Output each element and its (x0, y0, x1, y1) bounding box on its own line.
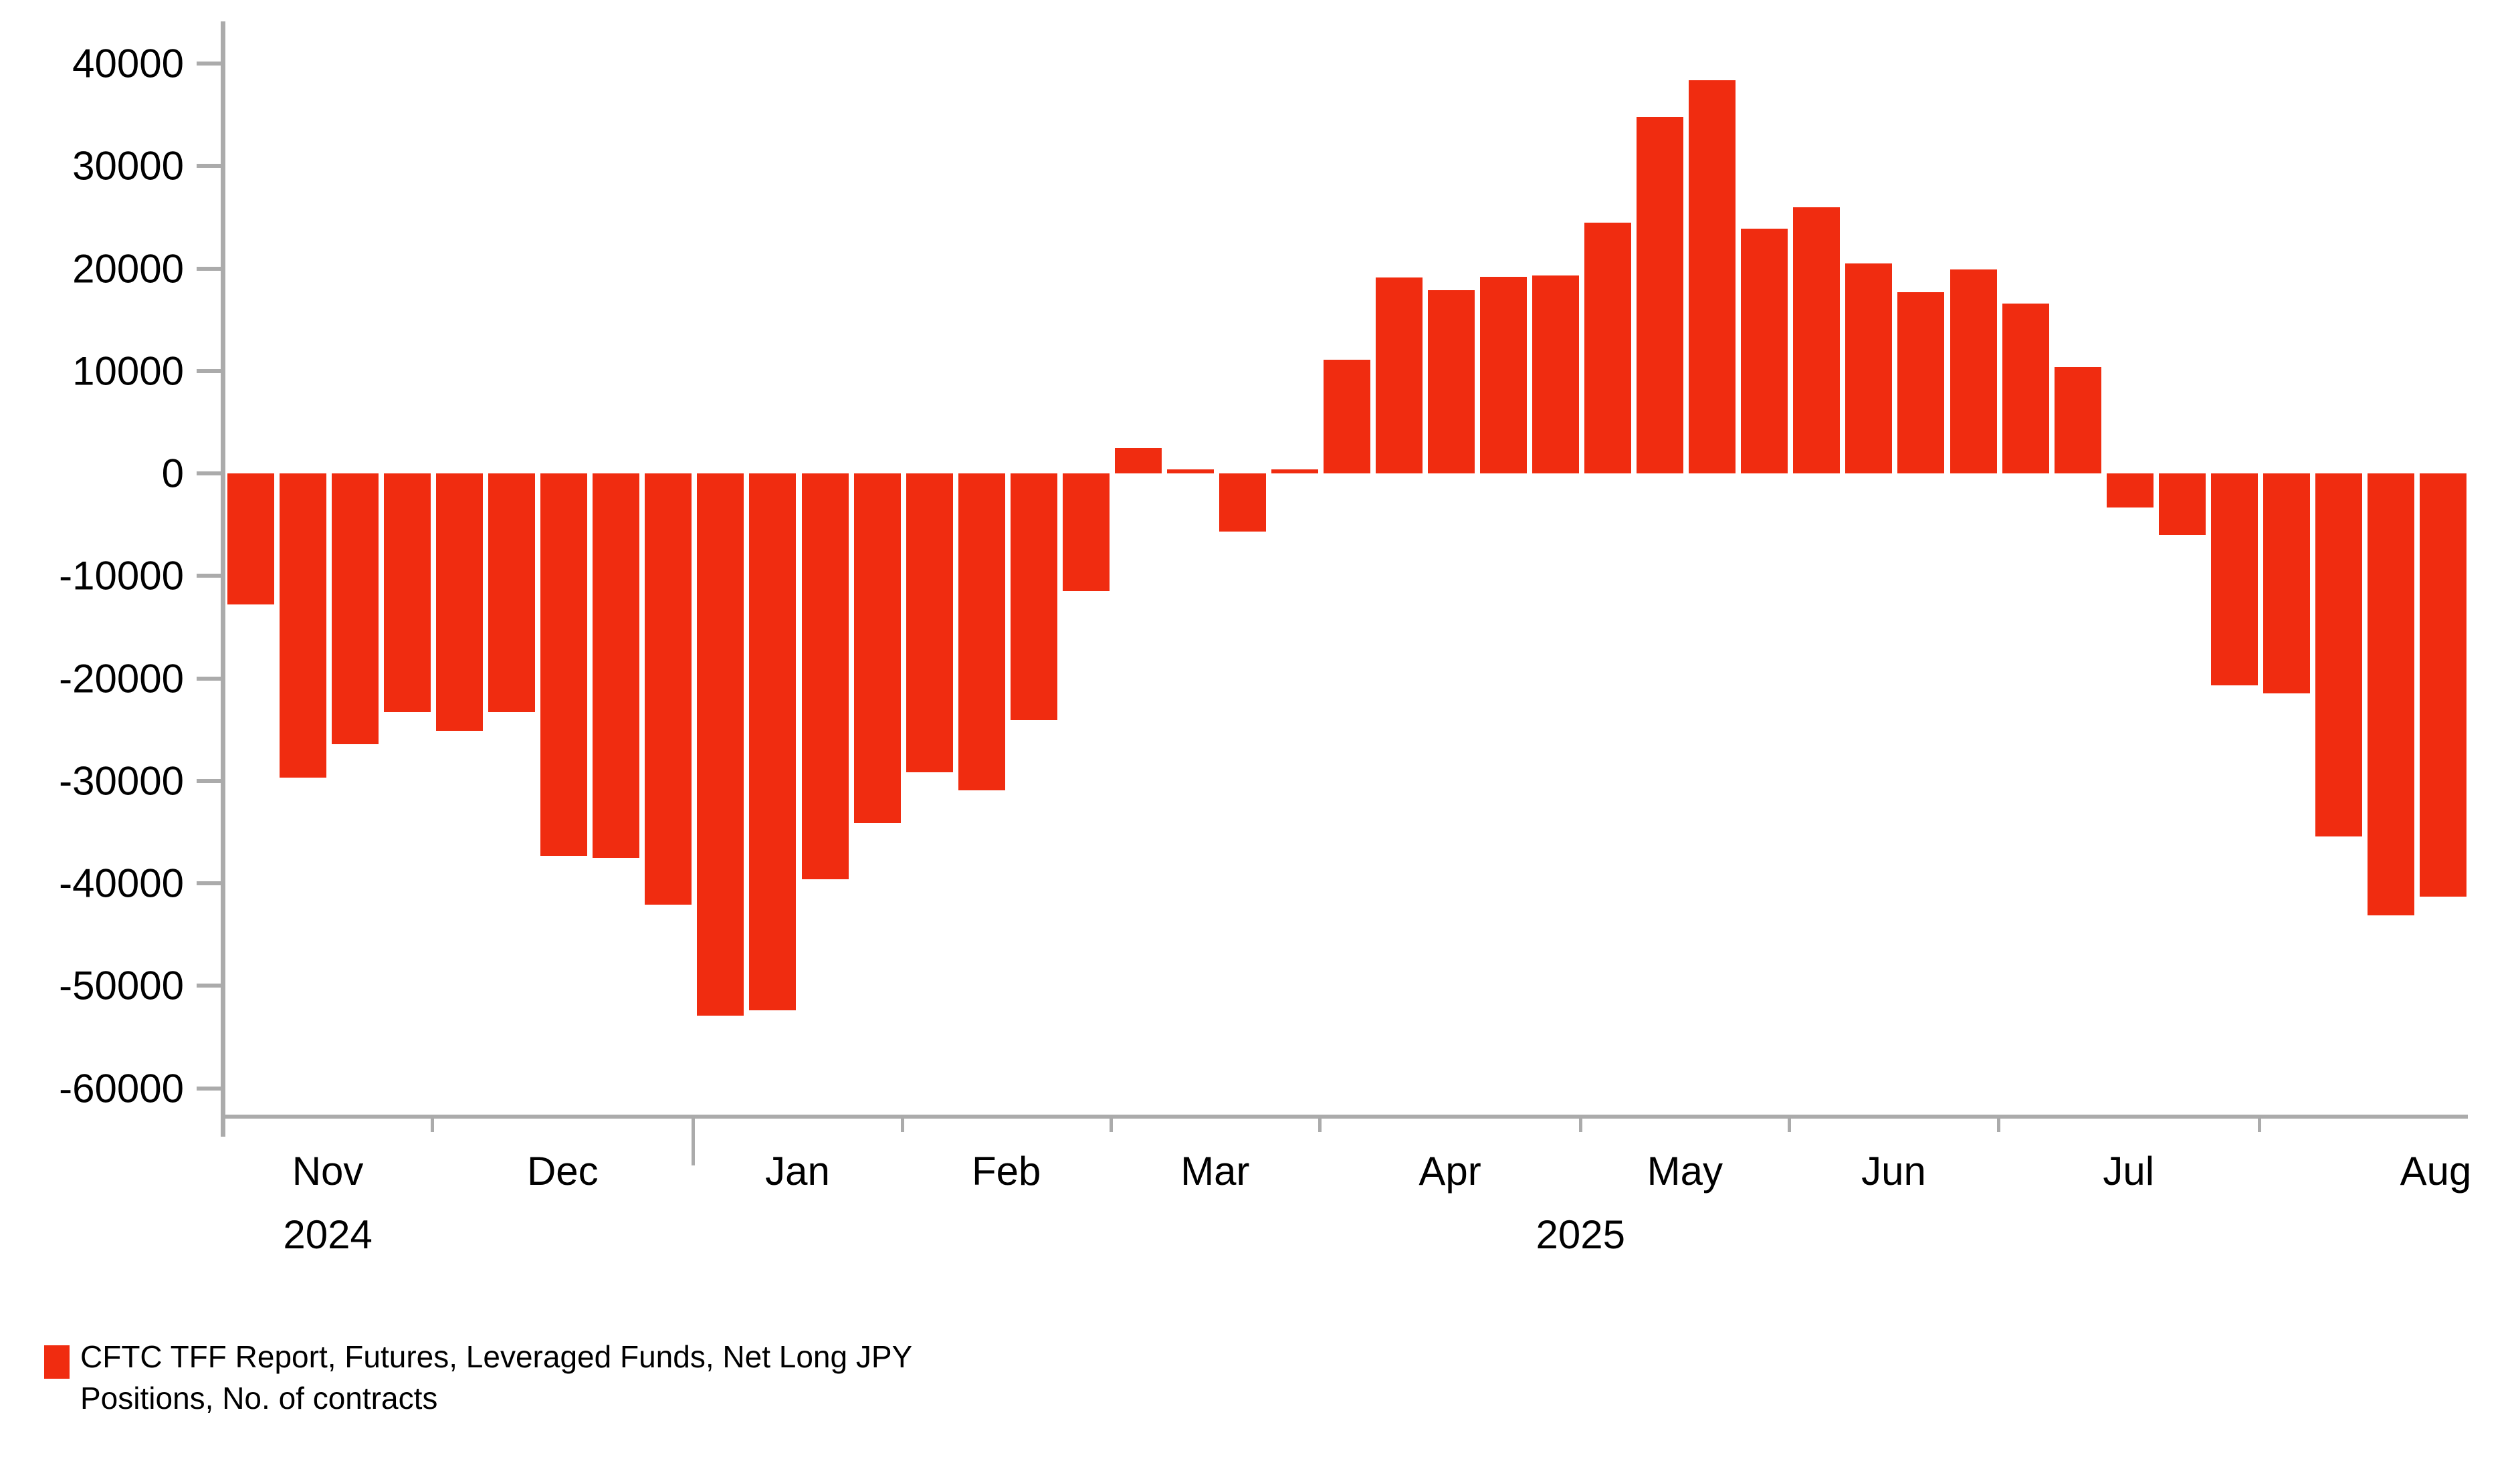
bar (1637, 116, 1684, 473)
bar (2106, 473, 2154, 507)
bar (1271, 469, 1318, 473)
bar (645, 473, 692, 905)
y-axis-tick-label: 20000 (72, 246, 184, 291)
y-axis-tick (197, 62, 221, 66)
y-axis-tick-label: -50000 (59, 963, 184, 1008)
bar (488, 473, 536, 713)
y-axis-tick-label: 10000 (72, 348, 184, 394)
x-axis-month-label: Nov (292, 1149, 364, 1194)
y-axis-tick (197, 471, 221, 475)
y-axis-tick-label: -10000 (59, 553, 184, 598)
x-axis-month-label: Dec (526, 1149, 599, 1194)
bar (593, 473, 640, 858)
x-axis-month-tick (1788, 1115, 1792, 1132)
bar (1584, 222, 1632, 473)
x-axis-month-tick (1109, 1115, 1113, 1132)
bar (2210, 473, 2258, 686)
y-axis-tick (197, 266, 221, 271)
bar (384, 473, 431, 713)
bar (540, 473, 588, 856)
x-axis-month-tick (1318, 1115, 1322, 1132)
bar (2002, 303, 2049, 473)
bar (1428, 290, 1475, 473)
bar (1845, 263, 1893, 473)
bar (2315, 473, 2362, 836)
x-axis-month-label: Mar (1180, 1149, 1250, 1194)
x-axis-year-label: 2025 (1536, 1212, 1625, 1257)
x-axis-month-tick (1579, 1115, 1583, 1132)
y-axis-tick (197, 1086, 221, 1091)
bar (1480, 276, 1528, 473)
y-axis-tick (197, 984, 221, 988)
bar (1532, 275, 1580, 473)
bar (2263, 473, 2310, 694)
x-axis-month-label: Jun (1861, 1149, 1926, 1194)
bar (1219, 473, 1266, 532)
y-axis-tick (197, 881, 221, 885)
x-axis-month-tick (692, 1115, 696, 1165)
bar (1062, 473, 1110, 592)
y-axis-tick-label: 30000 (72, 143, 184, 189)
bar (906, 473, 953, 773)
bar (1689, 80, 1736, 473)
y-axis-tick (197, 778, 221, 783)
y-axis-tick (197, 368, 221, 373)
x-axis-month-label: Jan (765, 1149, 830, 1194)
y-axis-tick-label: 0 (161, 451, 184, 496)
y-axis-line (221, 21, 225, 1137)
bar (227, 473, 274, 605)
legend-label-line2: Positions, No. of contracts (80, 1381, 438, 1416)
legend-label-line1: CFTC TFF Report, Futures, Leveraged Fund… (80, 1339, 913, 1374)
y-axis-tick (197, 164, 221, 168)
bar (1323, 359, 1370, 473)
y-axis-tick-label: -40000 (59, 861, 184, 906)
x-axis-month-tick (1996, 1115, 2000, 1132)
x-axis-month-label: Apr (1419, 1149, 1481, 1194)
y-axis-tick-label: -30000 (59, 758, 184, 804)
bar (853, 473, 901, 823)
y-axis-tick-label: 40000 (72, 41, 184, 86)
bar (1376, 277, 1423, 473)
bar (1950, 269, 1997, 473)
y-axis-tick (197, 574, 221, 578)
x-axis-line (221, 1115, 2468, 1119)
x-axis-month-tick (431, 1115, 435, 1132)
bar (2054, 366, 2101, 473)
bar (1114, 447, 1162, 473)
y-axis-tick-label: -60000 (59, 1066, 184, 1111)
bar (2367, 473, 2414, 915)
x-axis-month-tick (900, 1115, 904, 1132)
legend-swatch-icon (44, 1345, 70, 1379)
bar (1793, 207, 1841, 473)
bar (436, 473, 484, 731)
x-axis-year-label: 2024 (283, 1212, 373, 1257)
bar (749, 473, 797, 1011)
bar (280, 473, 327, 778)
bar (2158, 473, 2206, 535)
bar (697, 473, 744, 1016)
x-axis-month-label: Jul (2103, 1149, 2155, 1194)
x-axis-month-tick (2257, 1115, 2261, 1132)
x-axis-month-label: May (1647, 1149, 1723, 1194)
y-axis-tick-label: -20000 (59, 656, 184, 701)
bar (1166, 469, 1214, 473)
x-axis-month-label: Aug (2400, 1149, 2472, 1194)
bar (958, 473, 1005, 790)
bar (1010, 473, 1057, 721)
x-axis-month-label: Feb (971, 1149, 1041, 1194)
legend-label: CFTC TFF Report, Futures, Leveraged Fund… (80, 1336, 990, 1419)
bar (1741, 228, 1788, 473)
bar (332, 473, 379, 744)
bar (801, 473, 849, 879)
bar (1897, 292, 1945, 473)
y-axis-tick (197, 676, 221, 681)
bar (2419, 473, 2466, 897)
